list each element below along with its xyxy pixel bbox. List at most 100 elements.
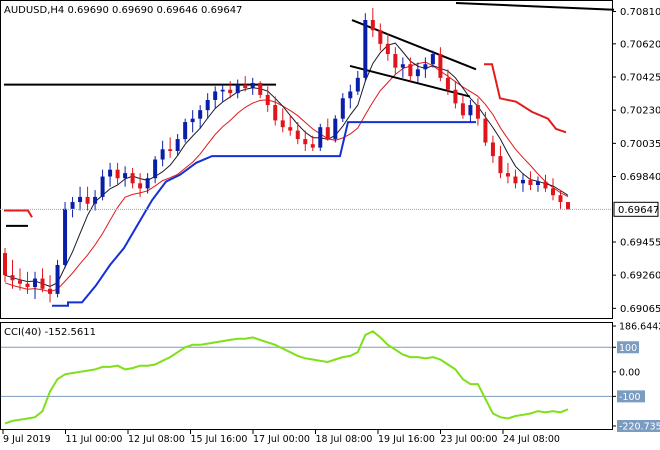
candle-body [250, 82, 255, 89]
candle-body [48, 288, 53, 294]
candle-body [348, 91, 353, 99]
red-stop-line-right [484, 63, 567, 134]
candle-body [190, 118, 195, 123]
current-price-marker: 0.69647 [613, 201, 659, 217]
candle-body [460, 103, 465, 116]
candle-body [63, 208, 68, 265]
price-tick-label: 0.69260 [620, 271, 660, 282]
candle-body [513, 176, 518, 184]
candle-body [205, 99, 210, 111]
candle-body [408, 64, 413, 77]
candle-body [498, 156, 503, 174]
candle-body [18, 280, 23, 284]
candle-body [213, 91, 218, 100]
candle-body [566, 202, 570, 210]
candle-body [160, 149, 165, 160]
time-tick-label: 9 Jul 2019 [3, 434, 51, 445]
candle-body [558, 195, 563, 203]
candle-body [310, 144, 315, 148]
candle-body [490, 142, 495, 157]
candle-body [183, 122, 188, 140]
candle-body [483, 118, 488, 143]
candle-body [520, 179, 525, 184]
current-price-label: 0.69647 [618, 205, 659, 216]
price-tick-label: 0.70810 [620, 7, 660, 18]
candle-body [168, 149, 173, 151]
candle-body [273, 105, 278, 121]
cci-line [4, 330, 569, 425]
candle-body [40, 278, 45, 289]
candle-body [175, 139, 180, 151]
time-tick-label: 18 Jul 08:00 [316, 434, 373, 445]
cci-tick-label: 0.00 [619, 367, 640, 378]
time-tick-label: 23 Jul 00:00 [441, 434, 498, 445]
candle-body [123, 173, 128, 179]
candle-body [438, 54, 443, 78]
cci-tick-box [617, 420, 660, 432]
candle-body [55, 264, 60, 294]
candle-body [295, 130, 300, 140]
red-stop-line-left [4, 209, 33, 218]
candle-body [130, 173, 135, 184]
candle-body [363, 20, 368, 78]
time-tick-label: 11 Jul 00:00 [66, 434, 123, 445]
time-tick-label: 12 Jul 08:00 [128, 434, 185, 445]
candle-body [318, 127, 323, 148]
candle-body [115, 169, 120, 179]
candle-body [393, 54, 398, 68]
price-tick-label: 0.69840 [620, 172, 660, 183]
candle-body [243, 84, 248, 89]
candle-body [453, 89, 458, 104]
upper-trend-line[interactable] [455, 2, 615, 11]
candle-body [235, 84, 240, 94]
price-plot-area [0, 2, 615, 307]
time-tick-label: 19 Jul 16:00 [378, 434, 435, 445]
candle-body [33, 278, 38, 288]
candle-body [288, 127, 293, 131]
price-tick-label: 0.70425 [620, 72, 660, 83]
cci-tick-label: 100 [619, 343, 637, 354]
time-tick-label: 15 Jul 16:00 [191, 434, 248, 445]
candle-body [303, 139, 308, 145]
candle-body [400, 64, 405, 68]
price-tick-label: 0.69065 [620, 304, 660, 315]
cci-tick-label: -100 [619, 392, 641, 403]
candle-body [475, 105, 480, 119]
candle-body [445, 77, 450, 90]
price-tick-label: 0.70620 [620, 39, 660, 50]
candle-body [70, 202, 75, 209]
candle-body [505, 173, 510, 177]
candle-body [535, 181, 540, 186]
candle-body [220, 89, 225, 92]
candle-body [385, 43, 390, 55]
cci-panel[interactable] [0, 322, 613, 430]
main-chart-panel[interactable] [0, 0, 613, 319]
cci-tick-box [617, 390, 645, 403]
price-tick-label: 0.69455 [620, 238, 660, 249]
candle-body [280, 120, 285, 128]
candle-body [378, 30, 383, 44]
candle-body [468, 105, 473, 116]
candle-body [78, 196, 83, 203]
candle-body [153, 159, 158, 179]
time-tick-label: 17 Jul 00:00 [253, 434, 310, 445]
fast-moving-average-line [4, 42, 569, 287]
cci-tick-box [617, 341, 639, 354]
candle-body [333, 118, 338, 140]
candle-body [108, 169, 113, 177]
blue-stop-line [52, 121, 476, 307]
candle-body [145, 178, 150, 189]
candle-body [550, 188, 555, 196]
candle-body [100, 176, 105, 197]
price-tick-label: 0.70230 [620, 106, 660, 117]
candle-body [25, 283, 30, 288]
axes: 0.70810 0.70620 0.70425 0.70230 0.70035 0.698… [2, 7, 660, 445]
candle-body [10, 275, 15, 281]
candle-body [430, 54, 435, 65]
candle-body [138, 183, 143, 189]
candle-body [85, 196, 90, 204]
candle-body [258, 82, 263, 95]
candle-body [528, 179, 533, 186]
cci-tick-label: 186.6442 [619, 322, 660, 333]
